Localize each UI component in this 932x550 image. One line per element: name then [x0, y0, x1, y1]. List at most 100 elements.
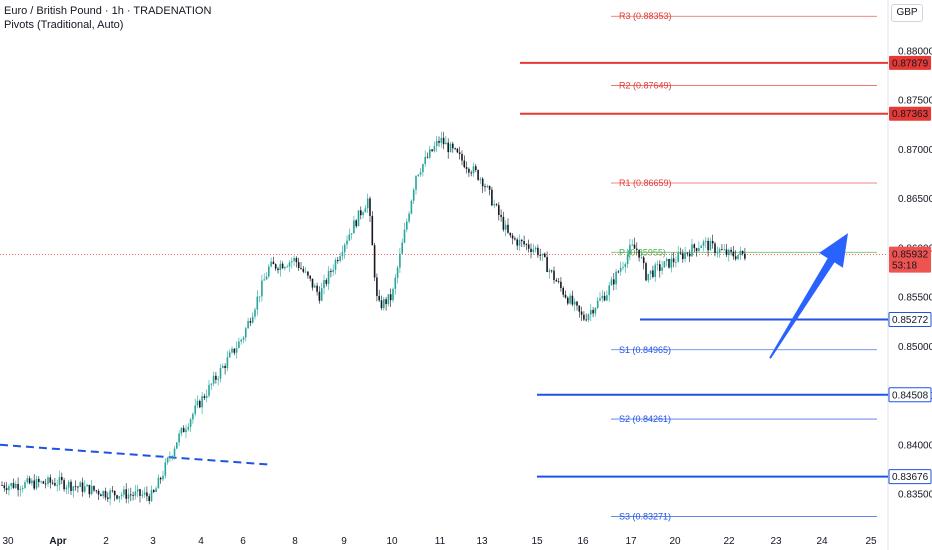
candle-body: [392, 288, 394, 301]
candle-body: [624, 264, 627, 267]
candle-body: [677, 252, 679, 262]
candle-body: [8, 486, 10, 491]
candle-body: [557, 281, 560, 283]
candle-body: [500, 214, 502, 217]
pivot-label-r1: R1 (0.86659): [619, 178, 672, 188]
candle-body: [721, 249, 723, 250]
candle-body: [79, 482, 81, 488]
candle-body: [228, 352, 231, 358]
candle-body: [590, 309, 592, 315]
candle-body: [514, 238, 516, 240]
candle-body: [433, 146, 436, 152]
candle-body: [33, 480, 35, 489]
candle-body: [615, 271, 617, 285]
candle-body: [132, 495, 134, 496]
candle-body: [578, 305, 581, 312]
x-tick-label: 15: [531, 536, 543, 547]
candle-body: [387, 294, 390, 305]
candle-body: [470, 172, 472, 174]
x-tick-label: 30: [2, 536, 14, 547]
candle-body: [596, 300, 599, 308]
candle-body: [251, 316, 254, 323]
candle-body: [610, 279, 613, 286]
candle-body: [77, 486, 79, 488]
candle-body: [81, 482, 84, 492]
candle-body: [120, 494, 123, 497]
candle-body: [435, 140, 438, 147]
support-price-tag: [888, 387, 932, 403]
x-tick-label: 24: [816, 536, 828, 547]
y-tick-label: 0.85000: [898, 342, 932, 353]
candle-body: [107, 497, 109, 499]
candle-body: [169, 457, 171, 459]
candle-body: [599, 298, 601, 301]
candle-body: [684, 252, 686, 260]
resistance-price-label: 0.87879: [892, 58, 929, 69]
candle-body: [656, 264, 659, 266]
candle-body: [24, 482, 26, 488]
candle-body: [17, 483, 19, 490]
support-price-label: 0.85272: [892, 315, 929, 326]
candle-body: [51, 482, 54, 484]
candle-body: [424, 156, 426, 165]
candle-body: [318, 291, 321, 301]
trendline[interactable]: [0, 443, 269, 466]
candle-body: [447, 142, 449, 153]
candle-body: [718, 249, 721, 253]
candle-body: [383, 299, 385, 309]
candle-body: [268, 266, 270, 277]
candle-body: [465, 167, 468, 169]
candle-body: [270, 261, 272, 267]
candle-body: [281, 263, 284, 269]
candle-body: [134, 491, 137, 496]
pivot-label-s2: S2 (0.84261): [619, 414, 671, 424]
candle-body: [412, 189, 415, 201]
candle-body: [516, 239, 518, 246]
candle-body: [84, 486, 86, 492]
candle-body: [569, 295, 571, 304]
currency-button[interactable]: GBP: [891, 4, 923, 22]
x-tick-label: 9: [341, 536, 347, 547]
pivot-label-r2: R2 (0.87649): [619, 81, 672, 91]
candle-body: [652, 270, 654, 277]
candle-body: [49, 477, 52, 483]
candle-body: [100, 494, 102, 497]
x-tick-label: 25: [865, 536, 877, 547]
candle-body: [502, 216, 505, 230]
candle-body: [693, 244, 696, 249]
indicator-label[interactable]: Pivots (Traditional, Auto): [4, 19, 124, 31]
candle-body: [373, 245, 376, 278]
candle-body: [613, 279, 615, 285]
candle-body: [534, 247, 537, 250]
candle-body: [357, 210, 360, 227]
candle-body: [56, 484, 58, 486]
candle-body: [665, 259, 668, 262]
candle-body: [316, 285, 318, 292]
candle-body: [297, 262, 300, 268]
candle-body: [555, 279, 558, 282]
candle-body: [426, 156, 429, 158]
candle-body: [15, 483, 17, 488]
candle-body: [369, 198, 371, 216]
candle-body: [263, 279, 265, 281]
y-tick-label: 0.86500: [898, 194, 932, 205]
candle-body: [475, 166, 477, 171]
y-tick-label: 0.85500: [898, 293, 932, 304]
candle-body: [640, 257, 643, 259]
candle-body: [461, 153, 463, 161]
candle-body: [327, 270, 330, 284]
x-tick-label: Apr: [49, 536, 66, 547]
candle-body: [580, 311, 583, 315]
candle-body: [5, 488, 8, 491]
candle-body: [314, 285, 316, 288]
candle-body: [518, 239, 521, 246]
symbol-title[interactable]: Euro / British Pound · 1h · TRADENATION: [4, 5, 212, 17]
current-price-tag: [889, 246, 931, 273]
candle-body: [679, 252, 682, 254]
bullish-arrow[interactable]: [769, 233, 848, 359]
candle-body: [10, 483, 12, 487]
candle-body: [491, 189, 493, 206]
candle-body: [495, 204, 498, 206]
candle-body: [109, 490, 111, 499]
